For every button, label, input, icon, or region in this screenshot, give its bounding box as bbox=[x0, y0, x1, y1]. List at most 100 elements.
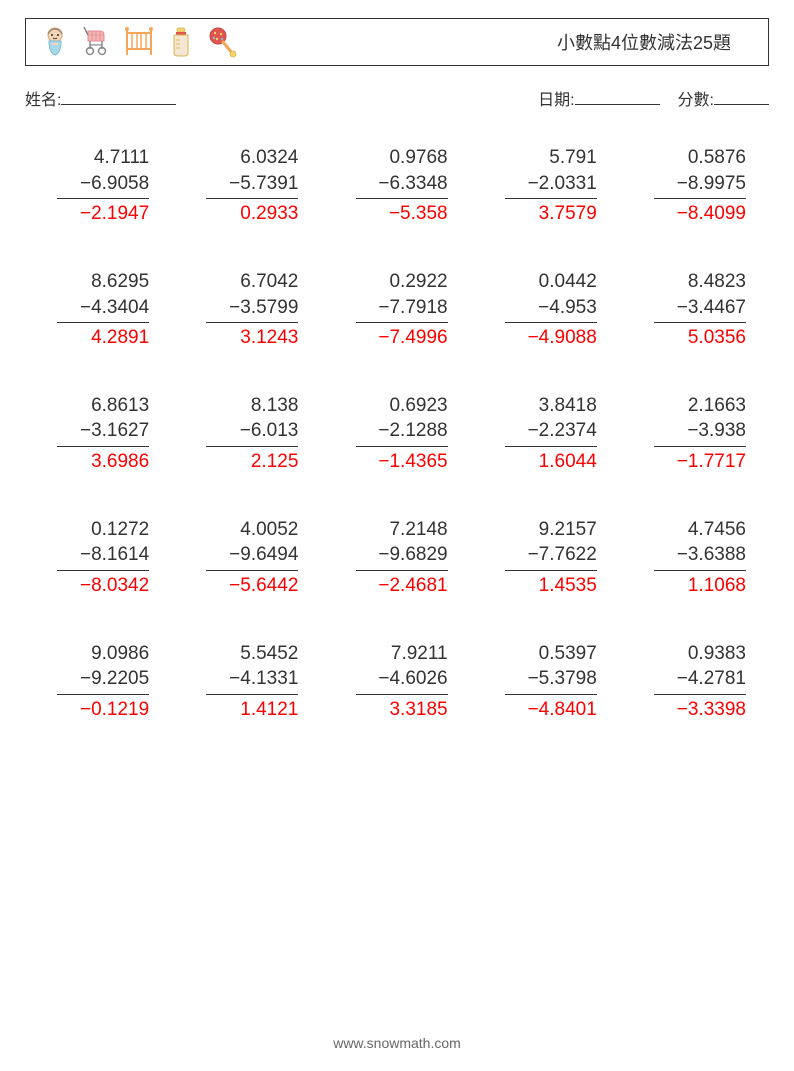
problem-rule bbox=[206, 322, 298, 323]
date-underline bbox=[575, 87, 660, 105]
problem-subtrahend: −9.2205 bbox=[80, 666, 149, 692]
problem-subtrahend: −4.2781 bbox=[677, 666, 746, 692]
problem-minuend: 8.138 bbox=[251, 393, 299, 419]
header-box: 小數點4位數減法25題 bbox=[25, 18, 769, 66]
problem-subtrahend: −8.1614 bbox=[80, 542, 149, 568]
problem-minuend: 8.4823 bbox=[688, 269, 746, 295]
problem: 8.6295−4.34044.2891 bbox=[30, 269, 167, 351]
problem: 0.0442−4.953−4.9088 bbox=[478, 269, 615, 351]
problem-rule bbox=[57, 570, 149, 571]
footer: www.snowmath.com bbox=[0, 1035, 794, 1051]
problem-answer: −1.7717 bbox=[677, 449, 746, 475]
problem-rule bbox=[57, 322, 149, 323]
baby-icon bbox=[38, 25, 72, 59]
crib-icon bbox=[122, 25, 156, 59]
problem-answer: −2.4681 bbox=[378, 573, 447, 599]
problem-subtrahend: −9.6494 bbox=[229, 542, 298, 568]
problem-subtrahend: −4.953 bbox=[538, 295, 597, 321]
problem-answer: 0.2933 bbox=[240, 201, 298, 227]
problem: 2.1663−3.938−1.7717 bbox=[627, 393, 764, 475]
problem: 0.9383−4.2781 −3.3398 bbox=[627, 641, 764, 723]
info-row: 姓名: 日期: 分數: bbox=[25, 86, 769, 110]
problem-minuend: 5.5452 bbox=[240, 641, 298, 667]
problem-answer: −5.6442 bbox=[229, 573, 298, 599]
problems-grid: 4.7111−6.9058 −2.1947 6.0324−5.7391 0.2933 0… bbox=[30, 145, 764, 723]
problem-answer: 3.3185 bbox=[389, 697, 447, 723]
problem-answer: 3.6986 bbox=[91, 449, 149, 475]
problem-subtrahend: −5.7391 bbox=[229, 171, 298, 197]
name-field: 姓名: bbox=[25, 86, 176, 110]
problem: 8.4823−3.44675.0356 bbox=[627, 269, 764, 351]
problem-subtrahend: −6.9058 bbox=[80, 171, 149, 197]
problem: 6.8613−3.16273.6986 bbox=[30, 393, 167, 475]
problem-minuend: 0.5876 bbox=[688, 145, 746, 171]
problem-subtrahend: −4.6026 bbox=[378, 666, 447, 692]
problem: 0.6923−2.1288−1.4365 bbox=[328, 393, 465, 475]
problem-rule bbox=[57, 446, 149, 447]
problem: 6.0324−5.7391 0.2933 bbox=[179, 145, 316, 227]
problem-subtrahend: −3.5799 bbox=[229, 295, 298, 321]
problem-minuend: 4.0052 bbox=[240, 517, 298, 543]
problem-answer: 1.6044 bbox=[539, 449, 597, 475]
problem: 4.7456−3.63881.1068 bbox=[627, 517, 764, 599]
score-underline bbox=[714, 87, 769, 105]
problem-rule bbox=[356, 322, 448, 323]
problem-subtrahend: −2.1288 bbox=[378, 418, 447, 444]
problem-rule bbox=[356, 570, 448, 571]
problem-answer: 1.4121 bbox=[240, 697, 298, 723]
problem-subtrahend: −2.2374 bbox=[528, 418, 597, 444]
problem-minuend: 6.7042 bbox=[240, 269, 298, 295]
problem-rule bbox=[356, 446, 448, 447]
score-label: 分數: bbox=[678, 86, 714, 110]
problem-answer: 1.1068 bbox=[688, 573, 746, 599]
problem-rule bbox=[206, 570, 298, 571]
problem: 9.0986−9.2205−0.1219 bbox=[30, 641, 167, 723]
problem-subtrahend: −3.4467 bbox=[677, 295, 746, 321]
problem: 0.9768−6.3348−5.358 bbox=[328, 145, 465, 227]
problem-minuend: 0.0442 bbox=[539, 269, 597, 295]
problem-answer: −2.1947 bbox=[80, 201, 149, 227]
problem: 0.5397−5.3798−4.8401 bbox=[478, 641, 615, 723]
date-field: 日期: bbox=[538, 86, 659, 110]
problem: 8.138−6.0132.125 bbox=[179, 393, 316, 475]
problem: 4.7111−6.9058 −2.1947 bbox=[30, 145, 167, 227]
date-label: 日期: bbox=[538, 86, 574, 110]
problem-subtrahend: −7.7918 bbox=[378, 295, 447, 321]
problem-rule bbox=[505, 322, 597, 323]
problem-minuend: 0.6923 bbox=[389, 393, 447, 419]
problem-subtrahend: −4.1331 bbox=[229, 666, 298, 692]
problem-subtrahend: −6.3348 bbox=[378, 171, 447, 197]
problem: 7.9211−4.60263.3185 bbox=[328, 641, 465, 723]
problem-subtrahend: −3.6388 bbox=[677, 542, 746, 568]
problem-rule bbox=[206, 446, 298, 447]
name-underline bbox=[61, 87, 176, 105]
problem-answer: −3.3398 bbox=[677, 697, 746, 723]
problem-answer: 3.1243 bbox=[240, 325, 298, 351]
problem-minuend: 0.5397 bbox=[539, 641, 597, 667]
problem: 9.2157−7.76221.4535 bbox=[478, 517, 615, 599]
problem-rule bbox=[654, 446, 746, 447]
worksheet-title: 小數點4位數減法25題 bbox=[557, 29, 731, 55]
problem-minuend: 0.1272 bbox=[91, 517, 149, 543]
problem-rule bbox=[505, 446, 597, 447]
problem-minuend: 2.1663 bbox=[688, 393, 746, 419]
problem-answer: −8.0342 bbox=[80, 573, 149, 599]
problem-rule bbox=[206, 198, 298, 199]
problem: 4.0052−9.6494 −5.6442 bbox=[179, 517, 316, 599]
problem: 5.5452−4.1331 1.4121 bbox=[179, 641, 316, 723]
icons-row bbox=[38, 25, 240, 59]
problem-rule bbox=[57, 694, 149, 695]
problem-minuend: 0.2922 bbox=[389, 269, 447, 295]
problem-answer: −8.4099 bbox=[677, 201, 746, 227]
problem: 6.7042−3.5799 3.1243 bbox=[179, 269, 316, 351]
problem-minuend: 5.791 bbox=[549, 145, 597, 171]
problem-minuend: 6.0324 bbox=[240, 145, 298, 171]
problem-rule bbox=[356, 694, 448, 695]
problem-minuend: 0.9383 bbox=[688, 641, 746, 667]
problem-answer: −7.4996 bbox=[378, 325, 447, 351]
problem-minuend: 4.7111 bbox=[94, 145, 149, 171]
problem-subtrahend: −5.3798 bbox=[528, 666, 597, 692]
problem: 7.2148−9.6829−2.4681 bbox=[328, 517, 465, 599]
problem-rule bbox=[654, 570, 746, 571]
problem-rule bbox=[206, 694, 298, 695]
